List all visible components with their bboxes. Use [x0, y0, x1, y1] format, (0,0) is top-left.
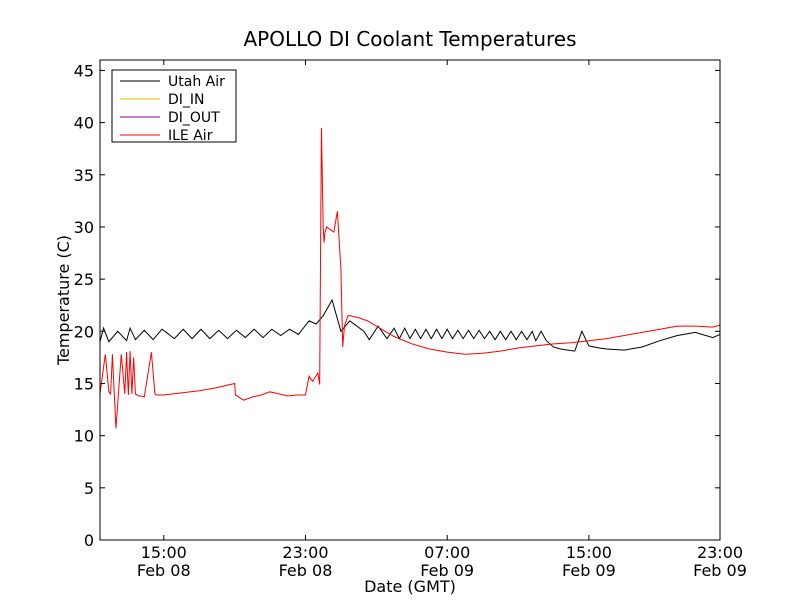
- legend: Utah Air DI_IN DI_OUT ILE Air: [111, 69, 237, 144]
- y-tick-label: 35: [74, 166, 94, 185]
- x-tick-date-label: Feb 09: [420, 561, 474, 580]
- legend-label: ILE Air: [168, 128, 213, 144]
- y-tick-label: 25: [74, 270, 94, 289]
- x-tick-time-label: 07:00: [424, 543, 470, 562]
- series-line-utah-air: [99, 298, 721, 352]
- x-tick-date-label: Feb 08: [279, 561, 333, 580]
- y-tick-label: 40: [74, 114, 94, 133]
- series-line-ile-air: [99, 127, 721, 429]
- x-tick-date-label: Feb 09: [562, 561, 616, 580]
- y-tick-label: 30: [74, 218, 94, 237]
- x-axis-label: Date (GMT): [364, 577, 456, 596]
- y-tick-label: 5: [84, 479, 94, 498]
- y-tick-label: 15: [74, 374, 94, 393]
- series-layer: [99, 127, 721, 429]
- plot-frame: [99, 59, 721, 541]
- x-tick-date-label: Feb 08: [137, 561, 191, 580]
- y-tick-label: 45: [74, 61, 94, 80]
- chart-title: APOLLO DI Coolant Temperatures: [243, 27, 576, 51]
- x-tick-time-label: 23:00: [697, 543, 743, 562]
- legend-label: Utah Air: [168, 74, 225, 90]
- x-tick-date-label: Feb 09: [693, 561, 747, 580]
- legend-label: DI_OUT: [168, 110, 220, 126]
- x-tick-time-label: 15:00: [141, 543, 187, 562]
- y-tick-label: 10: [74, 427, 94, 446]
- x-tick-time-label: 23:00: [282, 543, 328, 562]
- legend-box: [111, 69, 237, 143]
- legend-label: DI_IN: [168, 92, 205, 108]
- y-axis-label: Temperature (C): [54, 235, 73, 366]
- y-tick-label: 20: [74, 322, 94, 341]
- x-tick-time-label: 15:00: [566, 543, 612, 562]
- y-tick-label: 0: [84, 531, 94, 550]
